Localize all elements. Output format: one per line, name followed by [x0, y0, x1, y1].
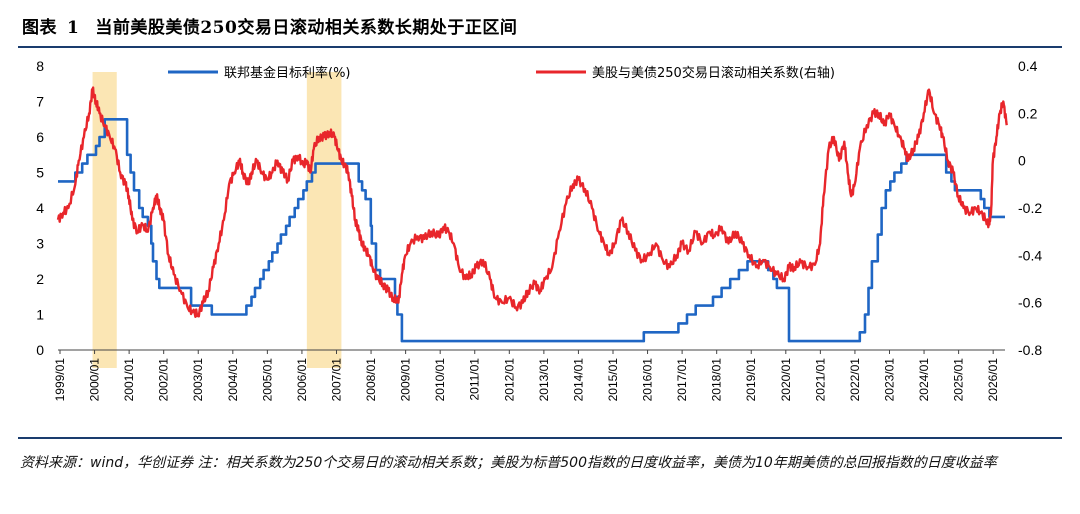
axes: 0 1 2 3 4 5 6 7 8 -0.8 -0.6 -0.4 -0.2 0 0.2 0.4 1999/01 2…	[36, 58, 1042, 401]
highlight-bands	[92, 72, 342, 368]
x-tick-label: 2016/01	[641, 358, 655, 402]
x-tick-label: 2018/01	[710, 358, 724, 402]
x-tick-label: 2013/01	[537, 358, 551, 402]
x-tick-label: 2023/01	[882, 358, 896, 402]
x-tick-label: 2025/01	[952, 358, 966, 402]
y-left-tick-label: 3	[36, 236, 44, 252]
y-left-tick-label: 4	[36, 200, 44, 216]
y-right-tick-label: 0.2	[1018, 105, 1038, 121]
x-tick-label: 2015/01	[606, 358, 620, 402]
x-tick-label: 2026/01	[986, 358, 1000, 402]
y-right-tick-label: -0.6	[1018, 295, 1042, 311]
y-right-tick-label: -0.2	[1018, 200, 1042, 216]
x-tick-label: 2001/01	[122, 358, 136, 402]
y-left-tick-label: 7	[36, 94, 44, 110]
x-tick-label: 2007/01	[329, 358, 343, 402]
y-left-tick-label: 8	[36, 58, 44, 74]
legend-label-fed-rate: 联邦基金目标利率(%)	[224, 65, 351, 81]
legend-label-correlation: 美股与美债250交易日滚动相关系数(右轴)	[592, 65, 835, 81]
legend: 联邦基金目标利率(%) 美股与美债250交易日滚动相关系数(右轴)	[168, 65, 835, 81]
x-tick-label: 2002/01	[157, 358, 171, 402]
correlation-line	[56, 86, 1008, 318]
y-left-tick-label: 6	[36, 129, 44, 145]
figure-number: 1	[67, 18, 80, 38]
series-lines	[56, 86, 1008, 343]
y-left-tick-label: 2	[36, 271, 44, 287]
x-tick-label: 2024/01	[917, 358, 931, 402]
figure-label: 图表	[22, 18, 57, 38]
source-note: 资料来源：wind，华创证券 注：相关系数为250个交易日的滚动相关系数；美股为…	[20, 455, 997, 471]
x-tick-label: 2017/01	[675, 358, 689, 402]
highlight-band-2	[306, 72, 342, 368]
chart-title: 图表 1 当前美股美债250交易日滚动相关系数长期处于正区间	[22, 13, 517, 38]
highlight-band-1	[92, 72, 117, 368]
x-tick-label: 2008/01	[364, 358, 378, 402]
x-tick-label: 2004/01	[226, 358, 240, 402]
figure-title: 当前美股美债250交易日滚动相关系数长期处于正区间	[95, 18, 518, 38]
x-tick-label: 2012/01	[502, 358, 516, 402]
y-right-tick-label: -0.4	[1018, 247, 1042, 263]
x-tick-label: 2005/01	[260, 358, 274, 402]
fed-rate-line	[58, 118, 1005, 343]
x-tick-label: 2009/01	[399, 358, 413, 402]
y-right-tick-label: 0	[1018, 153, 1026, 169]
x-tick-label: 2021/01	[813, 358, 827, 402]
y-right-tick-label: -0.8	[1018, 342, 1042, 358]
y-right-tick-label: 0.4	[1018, 58, 1038, 74]
x-tick-label: 2022/01	[848, 358, 862, 402]
top-rule	[18, 46, 1062, 48]
x-tick-label: 2006/01	[295, 358, 309, 402]
y-left-tick-label: 1	[36, 307, 44, 323]
y-left-tick-label: 5	[36, 165, 44, 181]
x-tick-label: 1999/01	[53, 358, 67, 402]
x-tick-label: 2020/01	[779, 358, 793, 402]
y-left-tick-label: 0	[36, 342, 44, 358]
bottom-rule	[18, 437, 1062, 439]
x-tick-label: 2000/01	[88, 358, 102, 402]
x-tick-label: 2011/01	[468, 358, 482, 401]
x-tick-label: 2003/01	[191, 358, 205, 402]
x-tick-label: 2010/01	[433, 358, 447, 402]
x-tick-label: 2019/01	[744, 358, 758, 402]
x-tick-label: 2014/01	[571, 358, 585, 402]
